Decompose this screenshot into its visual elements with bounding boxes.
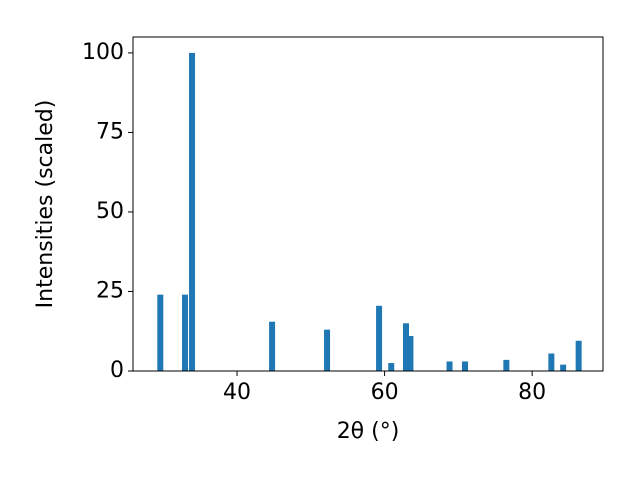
y-tick-label: 0 <box>110 358 124 383</box>
bar <box>503 359 510 371</box>
bar <box>376 305 383 371</box>
bar <box>269 321 276 371</box>
y-tick-label: 25 <box>96 278 124 303</box>
bar <box>407 336 414 371</box>
x-tick-label: 80 <box>518 380 546 405</box>
bar <box>182 294 189 371</box>
bar <box>189 52 196 372</box>
y-tick-label: 50 <box>96 199 124 224</box>
y-axis-label: Intensities (scaled) <box>33 100 58 309</box>
bar <box>324 329 331 371</box>
bar <box>548 353 555 371</box>
x-tick-label: 60 <box>371 380 399 405</box>
bar <box>402 323 409 371</box>
bar <box>560 364 567 371</box>
plot-frame <box>132 36 604 372</box>
bar <box>157 294 164 371</box>
y-tick-label: 100 <box>82 40 124 65</box>
x-tick-label: 40 <box>223 380 251 405</box>
bar <box>575 340 582 371</box>
y-tick-label: 75 <box>96 119 124 144</box>
bar <box>388 363 395 371</box>
bar <box>446 361 453 371</box>
bar <box>462 361 469 371</box>
x-axis-label: 2θ (°) <box>337 419 400 444</box>
